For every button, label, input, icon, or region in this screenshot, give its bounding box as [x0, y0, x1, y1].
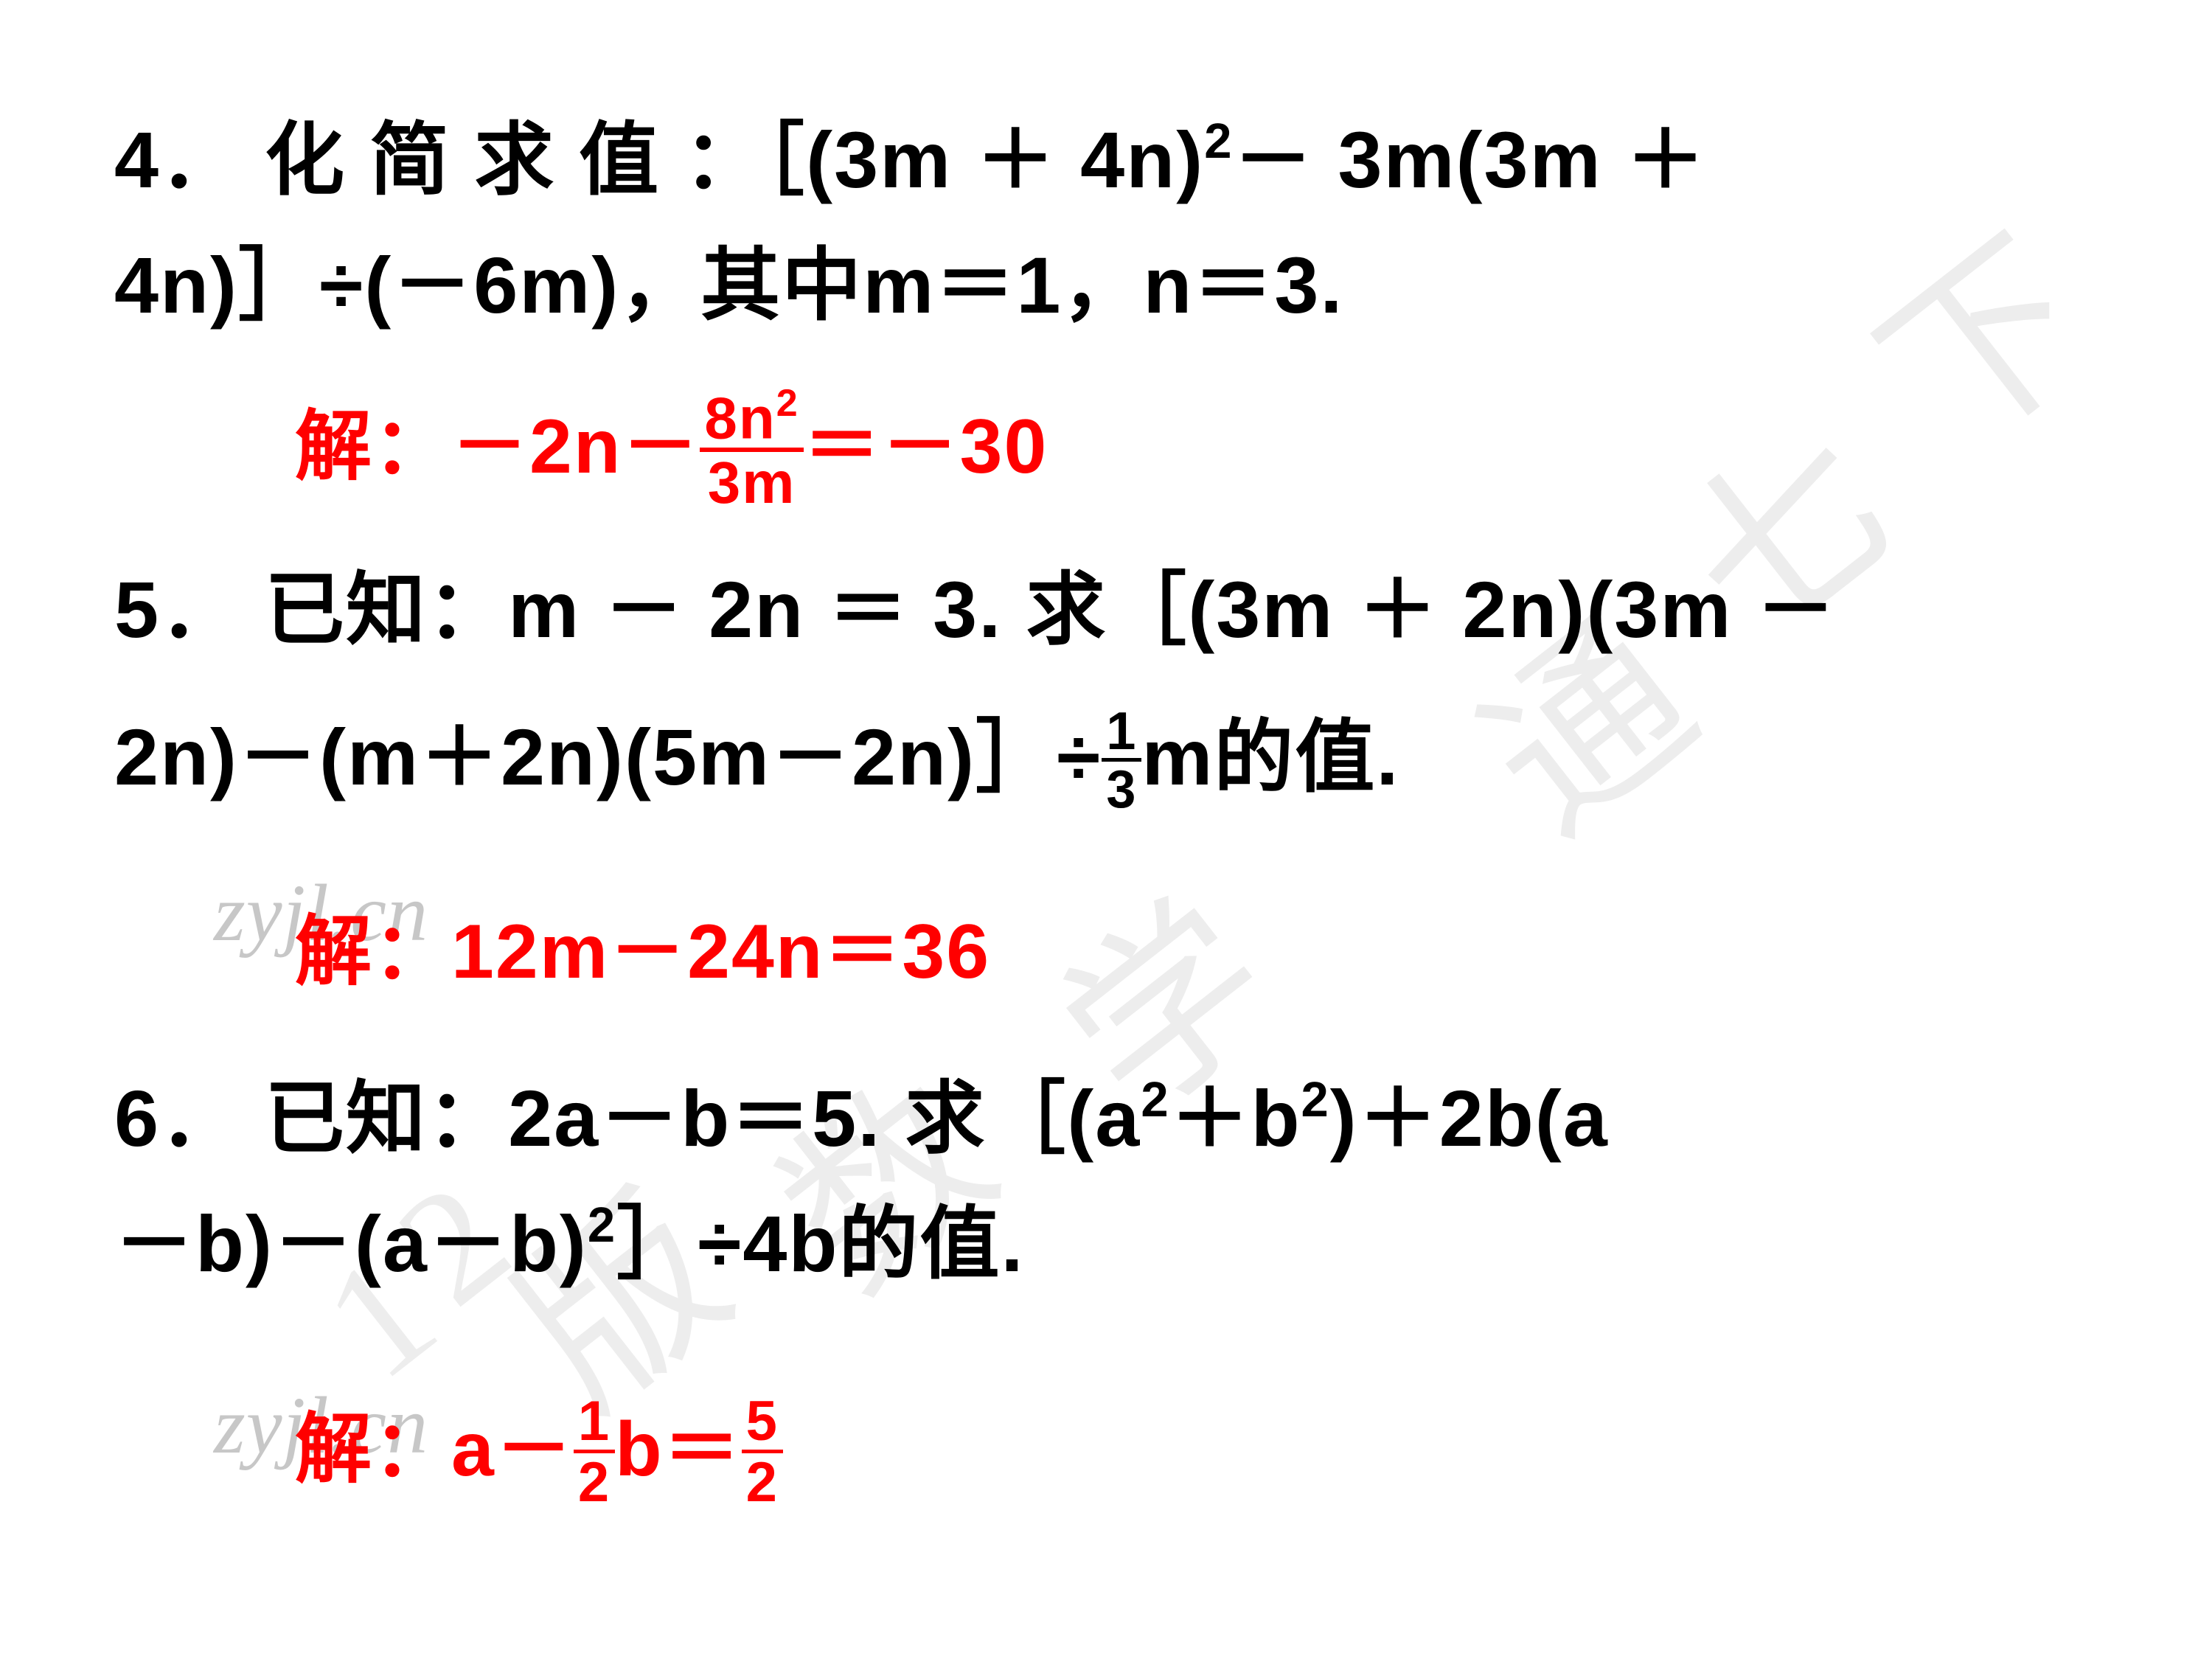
- q6-number: 6．: [114, 1074, 241, 1163]
- frac-den: 2: [574, 1453, 615, 1511]
- q6-line1: 6． 已知：2a－b＝5. 求［(a2＋b2)＋2b(a: [114, 1054, 1609, 1169]
- q6-expr: 求［(a: [881, 1074, 1141, 1163]
- frac-den: 2: [742, 1453, 783, 1511]
- q6-expr: ＋b: [1170, 1074, 1301, 1163]
- frac-num: 8n: [704, 385, 776, 451]
- exponent: 2: [776, 382, 799, 425]
- q6-answer: 解：a－12b＝52: [295, 1386, 783, 1514]
- q4-number: 4．: [114, 115, 241, 204]
- q5-number: 5．: [114, 565, 241, 654]
- frac-den: 3m: [700, 452, 803, 512]
- q6-expr: ］÷4b的值.: [616, 1199, 1024, 1288]
- q4-answer: 解：－2n－8n23m＝－30: [295, 383, 1048, 515]
- answer-label: 解：: [295, 909, 451, 995]
- q6-expr: )＋2b(a: [1330, 1074, 1609, 1163]
- q5-answer: 解：12m－24n＝36: [295, 888, 990, 1000]
- q5-line2: 2n)－(m＋2n)(5m－2n)］÷13m的值.: [114, 693, 1399, 819]
- fraction: 13: [1102, 705, 1141, 816]
- q4-expr: 4n)］÷(－6m)，其中m＝1，n＝3.: [114, 240, 1343, 330]
- fraction: 12: [574, 1394, 615, 1511]
- frac-num: 1: [1102, 705, 1141, 762]
- frac-den: 3: [1102, 762, 1141, 816]
- answer-expr: 12m－24n＝36: [451, 909, 990, 995]
- exponent: 2: [588, 1197, 616, 1253]
- answer-expr: ＝－30: [804, 404, 1048, 490]
- q5-text: 已知：: [241, 565, 508, 654]
- answer-label: 解：: [295, 404, 451, 490]
- q6-text: 已知：2a－b＝5.: [241, 1074, 881, 1163]
- q5-expr: 2n)－(m＋2n)(5m－2n)］÷: [114, 712, 1102, 801]
- q4-line2: 4n)］÷(－6m)，其中m＝1，n＝3.: [114, 221, 1343, 336]
- q5-line1: 5． 已知：m － 2n ＝ 3. 求［(3m ＋ 2n)(3m －: [114, 546, 1837, 661]
- answer-expr: －2n－: [451, 404, 700, 490]
- fraction: 52: [742, 1394, 783, 1511]
- exponent: 2: [1204, 114, 1233, 169]
- q5-expr: m － 2n ＝ 3.: [508, 565, 1002, 654]
- watermark-char: 下: [1815, 162, 2138, 499]
- answer-expr: a－: [451, 1407, 574, 1492]
- q4-text: 化 简 求 值 ：: [241, 115, 765, 204]
- q6-line2: －b)－(a－b)2］÷4b的值.: [114, 1180, 1024, 1295]
- exponent: 2: [1301, 1072, 1330, 1127]
- q4-line1: 4． 化 简 求 值 ：［(3m ＋ 4n)2－ 3m(3m ＋: [114, 96, 1707, 211]
- frac-num: 1: [574, 1394, 615, 1453]
- q4-expr: ［(3m ＋ 4n): [765, 115, 1204, 204]
- exponent: 2: [1141, 1072, 1169, 1127]
- answer-expr: b＝: [615, 1407, 742, 1492]
- fraction: 8n23m: [700, 386, 803, 513]
- frac-num: 5: [742, 1394, 783, 1453]
- q4-expr: － 3m(3m ＋: [1233, 115, 1706, 204]
- answer-label: 解：: [295, 1407, 451, 1492]
- worksheet-page: 下 七 通 学 数 版 1 2 zyjl.cn zyjl.cn 4． 化 简 求…: [0, 0, 2212, 1659]
- q5-expr: 求［(3m ＋ 2n)(3m －: [1002, 565, 1837, 654]
- q6-expr: －b)－(a－b): [114, 1199, 588, 1288]
- q5-expr: m的值.: [1141, 712, 1399, 801]
